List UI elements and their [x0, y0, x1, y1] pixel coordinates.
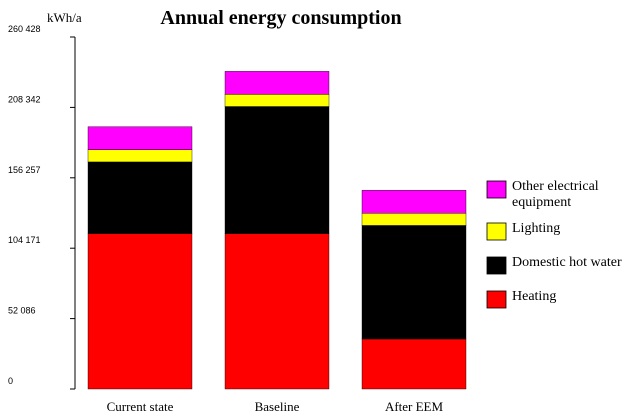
- bar-segment-other-electrical-equipment-baseline: [224, 71, 330, 95]
- legend-label-heating: Heating: [512, 289, 556, 304]
- bar-segment-lighting-baseline: [224, 94, 330, 107]
- bar-segment-domestic-hot-water-after-eem: [361, 225, 467, 340]
- legend-label-other-electrical-equipment: Other electrical equipment: [512, 179, 599, 210]
- y-tick-label: 156 257: [8, 165, 41, 175]
- legend-label-lighting: Lighting: [512, 221, 560, 236]
- bar-segment-other-electrical-equipment-current-state: [87, 126, 193, 150]
- chart-title: Annual energy consumption: [160, 7, 401, 29]
- bar-segment-lighting-current-state: [87, 149, 193, 163]
- bars-group: [87, 71, 467, 390]
- bar-segment-lighting-after-eem: [361, 213, 467, 226]
- y-tick-label: 208 342: [8, 94, 41, 104]
- x-tick-label: Baseline: [255, 399, 300, 414]
- bar-segment-domestic-hot-water-baseline: [224, 106, 330, 234]
- bar-segment-heating-after-eem: [361, 338, 467, 390]
- y-tick-label: 0: [8, 376, 13, 386]
- legend-swatch-domestic-hot-water: [486, 256, 507, 275]
- x-tick-label: Current state: [107, 399, 174, 414]
- y-tick-label: 104 171: [8, 235, 41, 245]
- bar-segment-heating-current-state: [87, 233, 193, 390]
- x-tick-label: After EEM: [385, 399, 444, 414]
- bar-segment-other-electrical-equipment-after-eem: [361, 190, 467, 214]
- y-axis-label: kWh/a: [47, 10, 82, 25]
- y-tick-label: 260 428: [8, 24, 41, 34]
- legend-group: Other electrical equipment Lighting Domesti…: [486, 179, 622, 309]
- legend-label-domestic-hot-water: Domestic hot water: [512, 255, 622, 270]
- legend-swatch-other-electrical-equipment: [486, 180, 507, 199]
- y-tick-label: 52 086: [8, 306, 36, 316]
- legend-swatch-heating: [486, 290, 507, 309]
- y-ticks-group: 0 52 086 104 171 156 257 208 342 260 428: [8, 24, 75, 390]
- x-labels-group: Current state Baseline After EEM: [107, 399, 444, 414]
- bar-segment-heating-baseline: [224, 233, 330, 390]
- bar-segment-domestic-hot-water-current-state: [87, 161, 193, 234]
- legend-swatch-lighting: [486, 222, 507, 241]
